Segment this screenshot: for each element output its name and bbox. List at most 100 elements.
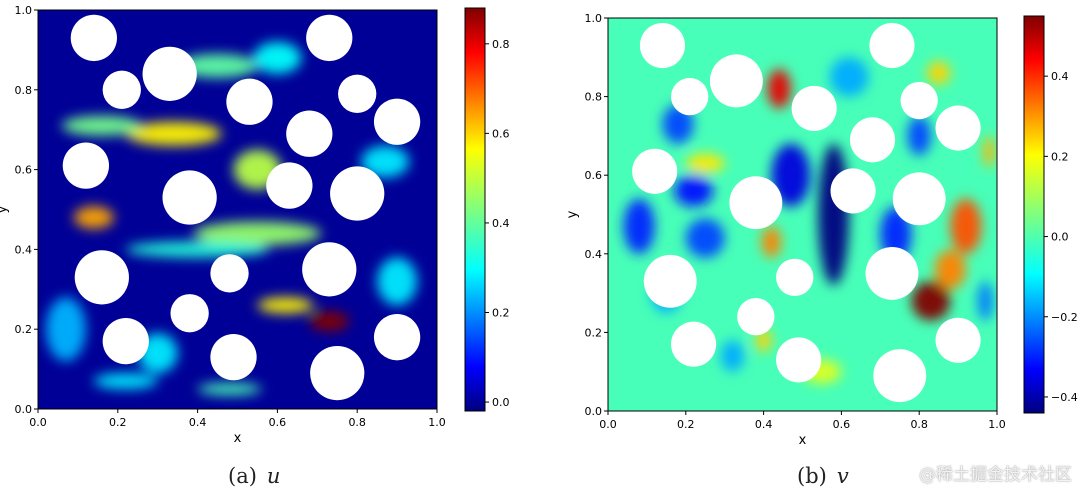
y-tick-label-3: 0.6	[585, 169, 603, 182]
obstacle-5	[338, 74, 377, 113]
y-tick-label-4: 0.8	[15, 84, 33, 97]
obstacle-14	[302, 242, 357, 297]
obstacle-15	[737, 298, 775, 336]
field-blob-1	[911, 281, 951, 321]
colorbar-tick-label-0: −0.4	[1051, 391, 1078, 404]
field-features	[45, 41, 418, 396]
field-blob-12	[377, 257, 418, 306]
obstacle-15	[170, 294, 209, 333]
obstacle-16	[102, 318, 149, 365]
colorbar-tick-label-1: 0.2	[492, 306, 510, 319]
x-axis-label: x	[799, 433, 807, 448]
field-blob-4	[761, 226, 782, 258]
field-blob-3	[193, 221, 322, 246]
obstacle-8	[62, 142, 110, 189]
obstacle-9	[162, 170, 217, 225]
obstacle-12	[643, 254, 697, 308]
field-blob-14	[934, 249, 966, 290]
caption-a: (a) u	[228, 464, 280, 488]
obstacle-19	[310, 345, 365, 401]
field-blob-10	[907, 116, 931, 156]
field-blob-6	[623, 198, 655, 254]
x-tick-label-2: 0.4	[189, 416, 207, 429]
obstacle-13	[776, 258, 814, 297]
field-blob-2	[950, 198, 982, 254]
field-blob-2	[125, 121, 222, 146]
field-blob-10	[197, 383, 262, 396]
plot-frame	[607, 17, 998, 412]
obstacle-3	[709, 54, 763, 108]
obstacle-7	[286, 110, 333, 157]
plot-frame	[37, 9, 438, 410]
obstacle-5	[900, 81, 938, 120]
x-tick-label-5: 1.0	[428, 416, 446, 429]
caption-b: (b) v	[797, 464, 849, 488]
y-tick-label-1: 0.2	[15, 323, 33, 336]
field-blob-12	[829, 57, 869, 97]
field-blob-11	[257, 297, 314, 314]
field-blob-0	[818, 143, 850, 286]
obstacle-17	[776, 337, 822, 383]
x-tick-label-4: 0.8	[348, 416, 366, 429]
y-tick-label-1: 0.2	[585, 326, 603, 339]
field-blob-0	[73, 206, 114, 229]
obstacle-14	[865, 246, 919, 300]
x-tick-label-2: 0.4	[755, 418, 773, 431]
x-tick-label-4: 0.8	[910, 418, 928, 431]
caption-a-label: (a)	[228, 464, 257, 488]
obstacle-18	[935, 317, 981, 363]
field-blob-7	[125, 241, 270, 258]
x-tick-label-3: 0.6	[269, 416, 287, 429]
obstacle-0	[639, 22, 686, 69]
y-tick-label-5: 1.0	[585, 12, 603, 25]
obstacle-2	[102, 70, 141, 109]
field-blob-11	[977, 281, 994, 321]
caption-b-label: (b)	[797, 464, 827, 488]
colorbar	[464, 7, 486, 412]
watermark-text: @稀土掘金技术社区	[919, 465, 1072, 485]
y-tick-label-2: 0.4	[15, 243, 33, 256]
obstacle-4	[226, 78, 273, 125]
field-blob-14	[253, 41, 302, 74]
y-axis-label: y	[565, 210, 580, 218]
colorbar-tick-label-2: 0.4	[492, 217, 510, 230]
caption-a-symbol: u	[266, 464, 281, 488]
field-blob-15	[983, 135, 996, 168]
colorbar-tick-label-4: 0.4	[1051, 70, 1069, 83]
obstacle-6	[935, 105, 981, 151]
x-tick-label-1: 0.2	[109, 416, 127, 429]
obstacle-3	[142, 46, 197, 101]
field-blob-19	[926, 61, 951, 85]
field-blob-8	[45, 297, 86, 362]
obstacle-16	[671, 321, 717, 367]
obstacle-0	[70, 14, 118, 62]
field-blob-1	[309, 311, 350, 332]
obstacle-7	[849, 117, 896, 163]
colorbar-tick-label-0: 0.0	[492, 396, 510, 409]
colorbar-tick-label-4: 0.8	[492, 38, 510, 51]
obstacle-1	[869, 22, 915, 69]
x-tick-label-0: 0.0	[599, 418, 617, 431]
colorbar-tick-label-2: 0.0	[1051, 231, 1069, 244]
colorbar	[1023, 15, 1045, 414]
field-features	[623, 57, 996, 384]
colorbar-tick-label-3: 0.2	[1051, 150, 1069, 163]
x-axis-label: x	[234, 431, 242, 446]
field-blob-9	[93, 373, 158, 390]
y-tick-label-3: 0.6	[15, 164, 33, 177]
obstacle-13	[210, 254, 249, 293]
x-tick-label-0: 0.0	[29, 416, 47, 429]
field-u	[38, 10, 437, 409]
field-blob-7	[685, 218, 725, 258]
obstacle-11	[892, 172, 946, 226]
obstacle-10	[266, 162, 313, 209]
panel-u: 0.0 0.2 0.4 0.6 0.8 1.0 0.0 0.2 0.4 0.6 0.8 1.0 x y 0.…	[0, 4, 510, 446]
obstacle-1	[306, 14, 353, 62]
field-blob-16	[685, 153, 725, 174]
field-blob-4	[61, 115, 142, 136]
obstacle-18	[373, 314, 421, 361]
x-tick-label-5: 1.0	[988, 418, 1006, 431]
x-tick-label-3: 0.6	[833, 418, 851, 431]
